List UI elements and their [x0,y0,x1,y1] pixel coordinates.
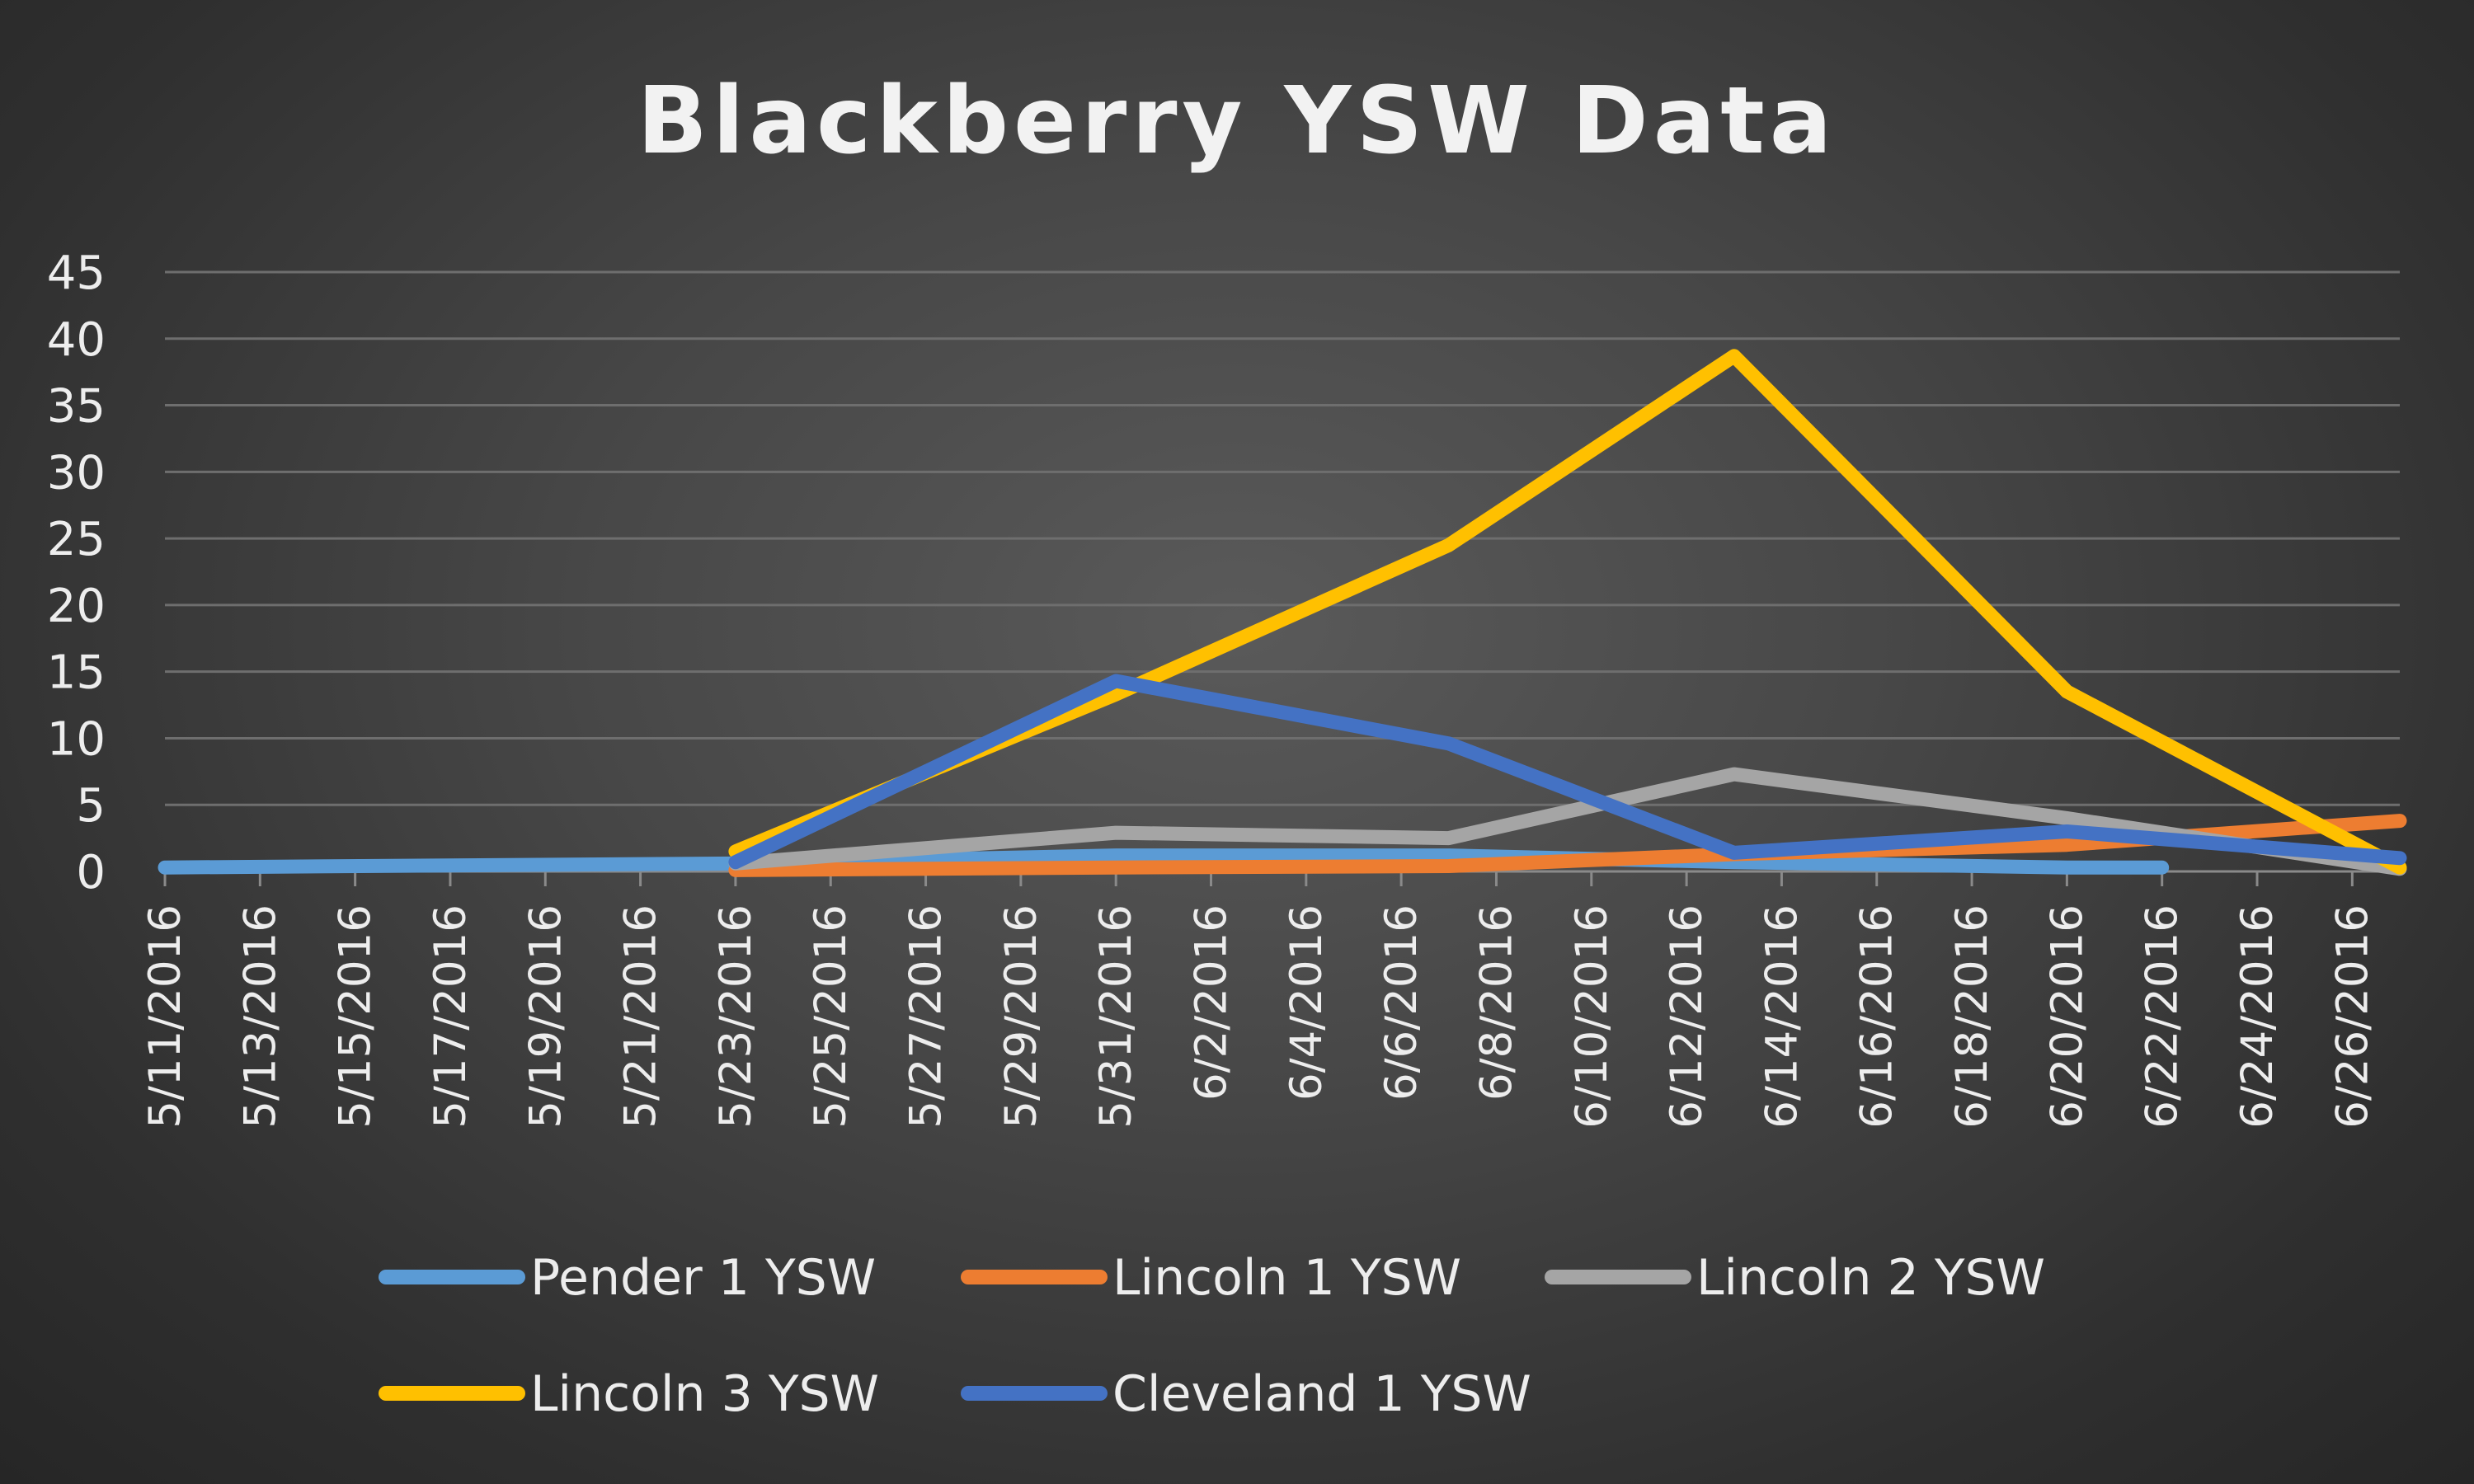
x-tick-label: 6/20/2016 [2042,904,2092,1129]
legend-label-lincoln-1-ysw: Lincoln 1 YSW [1112,1249,1461,1307]
legend-label-pender-1-ysw: Pender 1 YSW [530,1249,876,1307]
x-tick-label: 6/12/2016 [1662,904,1712,1129]
y-tick-label: 0 [76,846,106,899]
x-tick-label: 6/24/2016 [2232,904,2283,1129]
x-tick-label: 5/19/2016 [520,904,571,1129]
x-tick-label: 5/17/2016 [426,904,476,1129]
x-tick-label: 6/18/2016 [1947,904,1997,1129]
y-tick-label: 45 [47,247,106,300]
series-lines [158,349,2407,877]
grid [163,270,2400,886]
legend-label-lincoln-2-ysw: Lincoln 2 YSW [1696,1249,2045,1307]
x-tick-label: 5/25/2016 [806,904,856,1129]
x-tick-label: 6/22/2016 [2138,904,2188,1129]
y-tick-label: 20 [47,580,106,633]
series-line-cleveland-1-ysw [728,674,2407,870]
series-line-lincoln-2-ysw [728,767,2407,876]
x-tick-label: 6/8/2016 [1471,904,1522,1101]
x-tick-label: 6/4/2016 [1282,904,1332,1101]
chart-title: Blackberry YSW Data [637,68,1837,175]
x-tick-label: 5/15/2016 [331,904,381,1129]
series-line-lincoln-3-ysw [728,349,2407,875]
x-tick-label: 6/6/2016 [1376,904,1427,1101]
x-tick-label: 5/13/2016 [235,904,285,1129]
x-tick-label: 6/14/2016 [1757,904,1807,1129]
y-tick-label: 15 [47,646,106,700]
legend-label-cleveland-1-ysw: Cleveland 1 YSW [1112,1365,1531,1423]
y-tick-label: 35 [47,380,106,434]
x-tick-label: 5/21/2016 [616,904,666,1129]
x-tick-label: 6/16/2016 [1852,904,1903,1129]
x-tick-label: 6/10/2016 [1567,904,1617,1129]
x-tick-label: 6/26/2016 [2327,904,2378,1129]
x-tick-label: 5/27/2016 [901,904,952,1129]
x-tick-label: 6/2/2016 [1187,904,1237,1101]
y-tick-label: 10 [47,712,106,766]
y-tick-label: 25 [47,513,106,566]
x-tick-label: 5/11/2016 [140,904,190,1129]
y-tick-label: 5 [76,779,106,833]
y-tick-label: 30 [47,446,106,500]
legend-label-lincoln-3-ysw: Lincoln 3 YSW [530,1365,879,1423]
y-axis-ticks: 0 5 10 15 20 25 30 35 40 45 [47,247,106,899]
x-tick-label: 5/23/2016 [711,904,761,1129]
x-tick-label: 5/29/2016 [996,904,1047,1129]
x-axis-ticks: 5/11/2016 5/13/2016 5/15/2016 5/17/2016 5/19… [140,904,2378,1129]
x-tick-label: 5/31/2016 [1091,904,1141,1129]
legend: Pender 1 YSW Lincoln 1 YSW Lincoln 2 YSW Li… [379,1249,2045,1423]
y-tick-label: 40 [47,313,106,367]
